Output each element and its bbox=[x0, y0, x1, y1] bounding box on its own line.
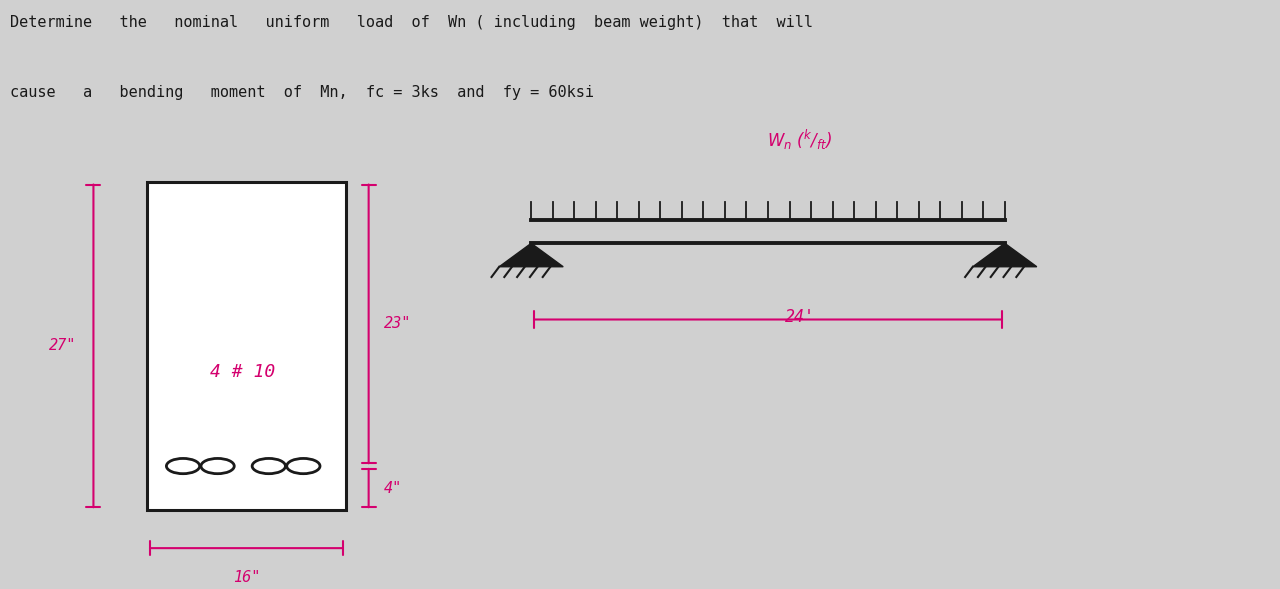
Text: 4 # 10: 4 # 10 bbox=[210, 363, 275, 381]
Circle shape bbox=[252, 458, 285, 474]
Text: cause   a   bending   moment  of  Mn,  fc = 3ks  and  fy = 60ksi: cause a bending moment of Mn, fc = 3ks a… bbox=[10, 85, 594, 100]
Text: 27": 27" bbox=[50, 339, 77, 353]
Circle shape bbox=[166, 458, 200, 474]
Bar bbox=[147, 182, 346, 510]
Text: 23": 23" bbox=[384, 316, 411, 332]
Text: 24': 24' bbox=[785, 307, 815, 326]
Text: 16": 16" bbox=[233, 570, 260, 585]
Circle shape bbox=[201, 458, 234, 474]
Polygon shape bbox=[973, 243, 1037, 267]
Polygon shape bbox=[499, 243, 563, 267]
Text: $W_n$ ($^k$/$_{ft}$): $W_n$ ($^k$/$_{ft}$) bbox=[768, 128, 832, 153]
Text: 4": 4" bbox=[384, 481, 402, 495]
Circle shape bbox=[287, 458, 320, 474]
Text: Determine   the   nominal   uniform   load  of  Wn ( including  beam weight)  th: Determine the nominal uniform load of Wn… bbox=[10, 15, 813, 29]
